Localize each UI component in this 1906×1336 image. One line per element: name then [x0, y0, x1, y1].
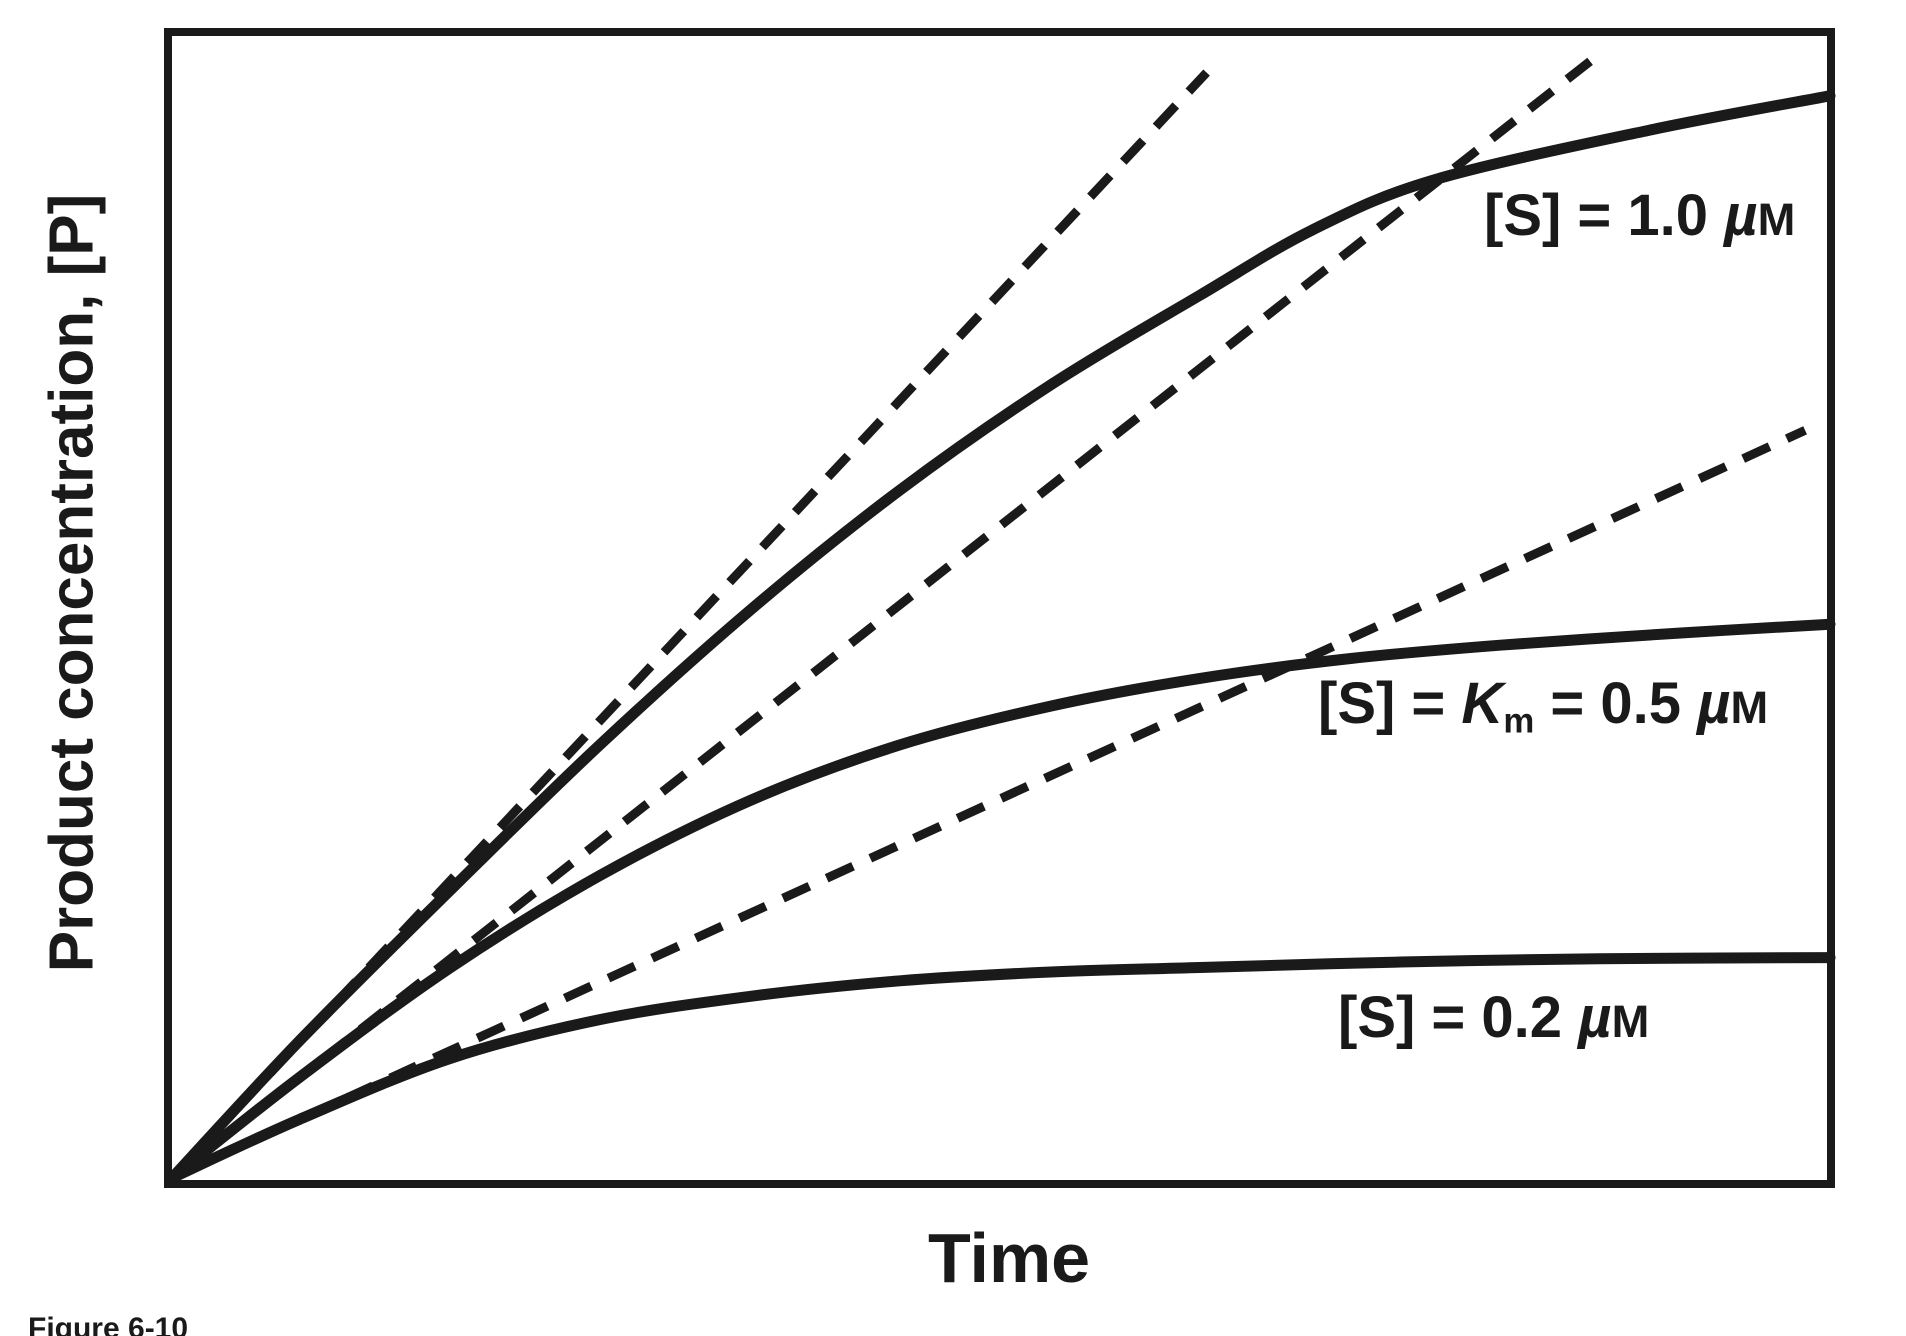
- progress-curve-1.0uM: [166, 90, 1836, 1184]
- plot-border: [164, 28, 1835, 1188]
- y-axis-label: Product concentration, [P]: [37, 193, 107, 973]
- initial-rate-tangent-0.2uM: [170, 426, 1807, 1183]
- curve-label-0.5uM-km: [S] = Km = 0.5 µM: [1318, 671, 1769, 741]
- progress-curve-0.2uM: [166, 952, 1836, 1184]
- progress-curve-0.5uM: [166, 618, 1836, 1184]
- curve-label-0.2uM: [S] = 0.2 µM: [1338, 985, 1650, 1050]
- figure-caption: Figure 6-10: [28, 1312, 189, 1336]
- x-axis-label: Time: [928, 1219, 1091, 1297]
- curve-label-1.0uM: [S] = 1.0 µM: [1484, 183, 1796, 248]
